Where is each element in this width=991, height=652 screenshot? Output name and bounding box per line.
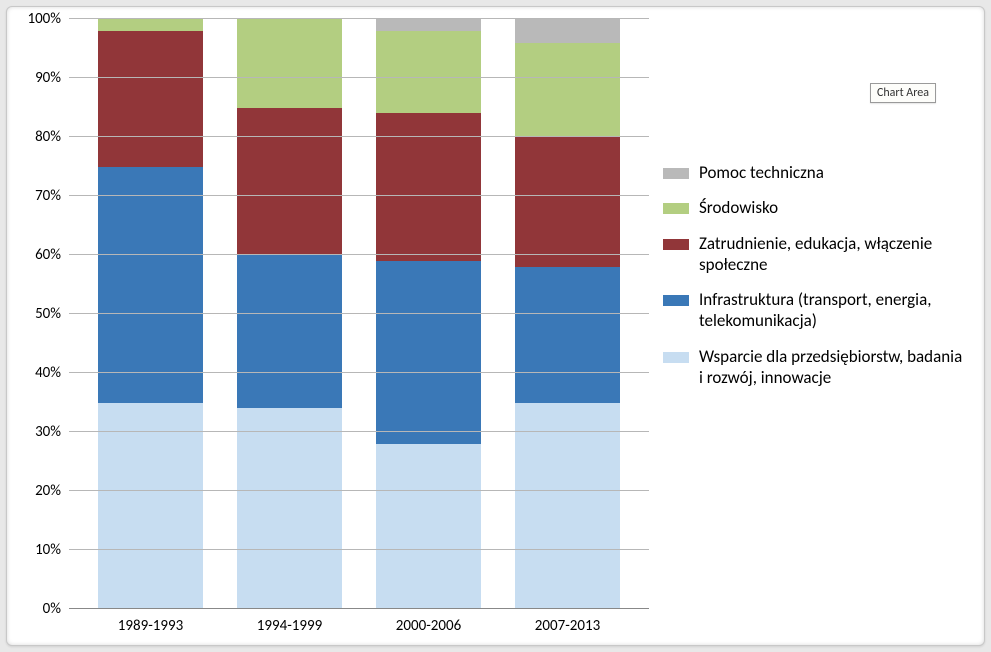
- segment-pomoc[interactable]: [515, 19, 621, 43]
- legend-item-srodowisko[interactable]: Środowisko: [663, 197, 964, 218]
- y-axis-label: 20%: [35, 482, 69, 500]
- y-axis-label: 90%: [35, 69, 69, 87]
- y-axis-label: 70%: [35, 187, 69, 205]
- legend-swatch: [663, 295, 689, 306]
- gridline-10: 100%: [69, 18, 649, 19]
- gridline-2: 20%: [69, 490, 649, 491]
- x-axis-label: 1994-1999: [257, 609, 322, 635]
- segment-infrastruktura[interactable]: [98, 167, 204, 403]
- y-axis-label: 100%: [27, 10, 69, 28]
- gridline-8: 80%: [69, 136, 649, 137]
- legend: Pomoc techniczna Środowisko Zatrudnienie, …: [663, 162, 964, 402]
- gridline-6: 60%: [69, 254, 649, 255]
- gridline-5: 50%: [69, 313, 649, 314]
- segment-srodowisko[interactable]: [376, 31, 482, 114]
- bar-1989-1993[interactable]: 1989-1993: [98, 19, 204, 609]
- y-axis-label: 40%: [35, 364, 69, 382]
- segment-wsparcie[interactable]: [376, 444, 482, 609]
- gridline-7: 70%: [69, 195, 649, 196]
- plot-area[interactable]: 1989-19931994-19992000-20062007-2013 0%1…: [69, 19, 649, 609]
- legend-side: Chart Area Pomoc techniczna Środowisko Zat…: [659, 7, 984, 645]
- bar-2000-2006[interactable]: 2000-2006: [376, 19, 482, 609]
- bars-row: 1989-1993 1994-1999 2000-2006 2007-2013: [69, 19, 649, 609]
- segment-wsparcie[interactable]: [237, 408, 343, 609]
- x-axis-label: 1989-1993: [118, 609, 183, 635]
- y-axis-label: 0%: [43, 600, 69, 618]
- legend-label: Zatrudnienie, edukacja, włączenie społec…: [699, 233, 964, 276]
- plot-side: 1989-19931994-19992000-20062007-2013 0%1…: [7, 7, 659, 645]
- legend-label: Pomoc techniczna: [699, 162, 964, 183]
- segment-srodowisko[interactable]: [515, 43, 621, 137]
- y-axis-label: 30%: [35, 423, 69, 441]
- gridline-1: 10%: [69, 549, 649, 550]
- bar-2007-2013[interactable]: 2007-2013: [515, 19, 621, 609]
- legend-swatch: [663, 203, 689, 214]
- gridline-0: 0%: [69, 608, 649, 609]
- chart-area-badge[interactable]: Chart Area: [870, 83, 936, 103]
- segment-srodowisko[interactable]: [237, 19, 343, 108]
- legend-item-zatrudnienie[interactable]: Zatrudnienie, edukacja, włączenie społec…: [663, 233, 964, 276]
- legend-label: Środowisko: [699, 197, 964, 218]
- segment-infrastruktura[interactable]: [376, 261, 482, 444]
- segment-srodowisko[interactable]: [98, 19, 204, 31]
- segment-pomoc[interactable]: [376, 19, 482, 31]
- y-axis-label: 50%: [35, 305, 69, 323]
- segment-infrastruktura[interactable]: [237, 255, 343, 408]
- segment-zatrudnienie[interactable]: [515, 137, 621, 267]
- legend-label: Infrastruktura (transport, energia, tele…: [699, 289, 964, 332]
- y-axis-label: 10%: [35, 541, 69, 559]
- segment-wsparcie[interactable]: [98, 403, 204, 610]
- legend-swatch: [663, 352, 689, 363]
- chart-container: 1989-19931994-19992000-20062007-2013 0%1…: [6, 6, 985, 646]
- legend-label: Wsparcie dla przedsiębiorstw, badania i …: [699, 346, 964, 389]
- x-axis-label: 2000-2006: [396, 609, 461, 635]
- bar-1994-1999[interactable]: 1994-1999: [237, 19, 343, 609]
- legend-swatch: [663, 168, 689, 179]
- legend-item-pomoc[interactable]: Pomoc techniczna: [663, 162, 964, 183]
- legend-swatch: [663, 239, 689, 250]
- x-axis-label: 2007-2013: [535, 609, 600, 635]
- segment-zatrudnienie[interactable]: [98, 31, 204, 167]
- gridline-4: 40%: [69, 372, 649, 373]
- legend-item-infrastruktura[interactable]: Infrastruktura (transport, energia, tele…: [663, 289, 964, 332]
- y-axis-label: 60%: [35, 246, 69, 264]
- gridline-9: 90%: [69, 77, 649, 78]
- chart-area-badge-text: Chart Area: [877, 86, 929, 100]
- legend-item-wsparcie[interactable]: Wsparcie dla przedsiębiorstw, badania i …: [663, 346, 964, 389]
- segment-infrastruktura[interactable]: [515, 267, 621, 403]
- gridline-3: 30%: [69, 431, 649, 432]
- segment-zatrudnienie[interactable]: [237, 108, 343, 256]
- y-axis-label: 80%: [35, 128, 69, 146]
- segment-wsparcie[interactable]: [515, 403, 621, 610]
